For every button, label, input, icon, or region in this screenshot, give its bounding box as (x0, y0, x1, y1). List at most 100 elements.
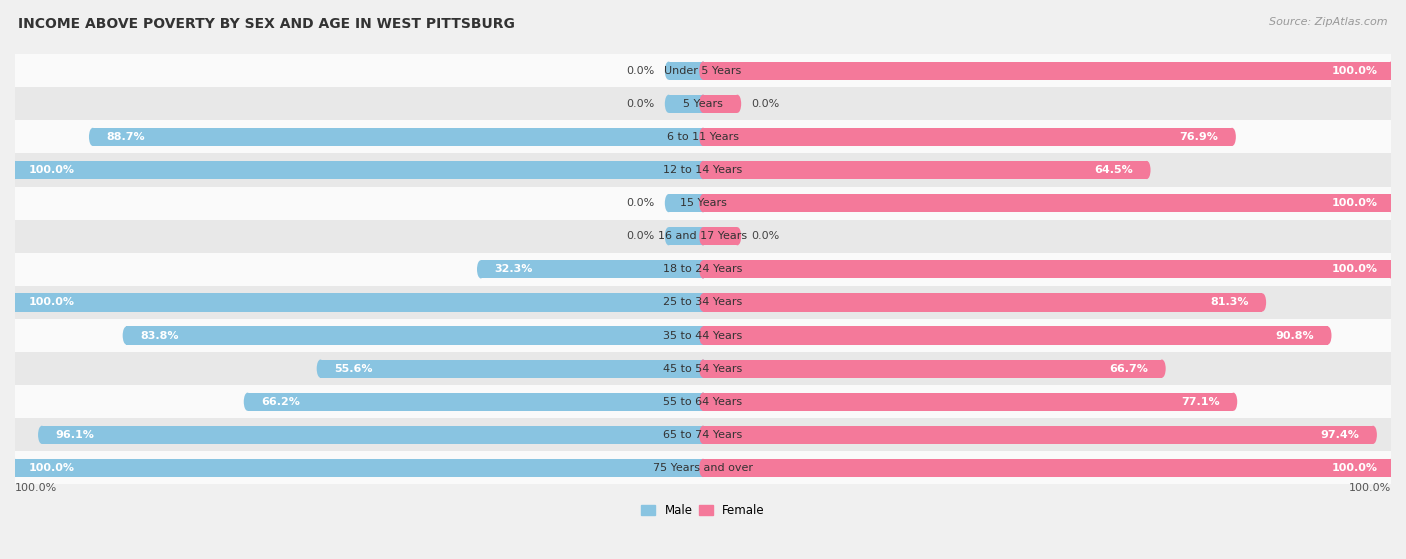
Circle shape (699, 61, 707, 80)
Circle shape (89, 128, 97, 146)
Circle shape (699, 326, 707, 345)
Circle shape (699, 459, 707, 477)
Text: 5 Years: 5 Years (683, 99, 723, 109)
Circle shape (1388, 194, 1395, 212)
Circle shape (699, 359, 707, 378)
Text: 100.0%: 100.0% (1331, 198, 1378, 208)
Text: 45 to 54 Years: 45 to 54 Years (664, 364, 742, 373)
Circle shape (699, 128, 707, 146)
Bar (15, 452, 1391, 485)
Circle shape (665, 194, 672, 212)
Circle shape (665, 61, 672, 80)
Circle shape (1159, 359, 1166, 378)
Bar (703, 194, 1391, 212)
Text: 66.7%: 66.7% (1109, 364, 1149, 373)
Circle shape (665, 227, 672, 245)
Bar (15, 161, 703, 179)
Circle shape (1388, 61, 1395, 80)
Text: 88.7%: 88.7% (107, 132, 145, 142)
Text: 0.0%: 0.0% (751, 99, 779, 109)
Circle shape (316, 359, 325, 378)
Bar (127, 326, 703, 345)
Bar (15, 352, 1391, 385)
Text: 100.0%: 100.0% (1331, 463, 1378, 473)
Text: 100.0%: 100.0% (1348, 484, 1391, 494)
Circle shape (1143, 161, 1150, 179)
Text: 100.0%: 100.0% (28, 297, 75, 307)
Circle shape (699, 260, 707, 278)
Circle shape (1388, 260, 1395, 278)
Bar (247, 392, 703, 411)
Circle shape (699, 293, 707, 311)
Circle shape (1258, 293, 1267, 311)
Circle shape (699, 426, 707, 444)
Text: 75 Years and over: 75 Years and over (652, 463, 754, 473)
Bar (703, 293, 1263, 311)
Text: 77.1%: 77.1% (1181, 397, 1219, 407)
Bar (42, 426, 703, 444)
Circle shape (699, 426, 707, 444)
Bar (703, 128, 1232, 146)
Bar (669, 194, 703, 212)
Circle shape (699, 161, 707, 179)
Text: 16 and 17 Years: 16 and 17 Years (658, 231, 748, 241)
Circle shape (665, 94, 672, 113)
Circle shape (699, 392, 707, 411)
Circle shape (699, 227, 707, 245)
Text: 0.0%: 0.0% (627, 66, 655, 75)
Circle shape (11, 459, 18, 477)
Circle shape (122, 326, 131, 345)
Bar (703, 94, 737, 113)
Bar (321, 359, 703, 378)
Circle shape (699, 161, 707, 179)
Text: 83.8%: 83.8% (141, 330, 179, 340)
Text: 15 Years: 15 Years (679, 198, 727, 208)
Circle shape (699, 194, 707, 212)
Text: 97.4%: 97.4% (1320, 430, 1360, 440)
Circle shape (699, 293, 707, 311)
Circle shape (699, 128, 707, 146)
Circle shape (734, 94, 741, 113)
Circle shape (1230, 392, 1237, 411)
Text: 25 to 34 Years: 25 to 34 Years (664, 297, 742, 307)
Text: 96.1%: 96.1% (56, 430, 94, 440)
Bar (15, 87, 1391, 120)
Circle shape (1324, 326, 1331, 345)
Bar (669, 94, 703, 113)
Text: 100.0%: 100.0% (28, 463, 75, 473)
Text: Under 5 Years: Under 5 Years (665, 66, 741, 75)
Circle shape (699, 194, 707, 212)
Bar (15, 418, 1391, 452)
Circle shape (699, 392, 707, 411)
Bar (703, 392, 1233, 411)
Text: 81.3%: 81.3% (1211, 297, 1249, 307)
Text: 0.0%: 0.0% (627, 198, 655, 208)
Circle shape (734, 227, 741, 245)
Text: 6 to 11 Years: 6 to 11 Years (666, 132, 740, 142)
Circle shape (1369, 426, 1376, 444)
Circle shape (699, 459, 707, 477)
Bar (15, 459, 703, 477)
Text: 0.0%: 0.0% (627, 99, 655, 109)
Legend: Male, Female: Male, Female (637, 499, 769, 522)
Text: 32.3%: 32.3% (495, 264, 533, 274)
Bar (703, 459, 1391, 477)
Circle shape (11, 161, 18, 179)
Bar (669, 61, 703, 80)
Bar (15, 54, 1391, 87)
Bar (703, 61, 1391, 80)
Text: 100.0%: 100.0% (15, 484, 58, 494)
Text: 12 to 14 Years: 12 to 14 Years (664, 165, 742, 175)
Circle shape (1229, 128, 1236, 146)
Bar (481, 260, 703, 278)
Bar (703, 161, 1147, 179)
Circle shape (699, 61, 707, 80)
Bar (703, 326, 1327, 345)
Bar (703, 426, 1374, 444)
Bar (15, 286, 1391, 319)
Text: Source: ZipAtlas.com: Source: ZipAtlas.com (1270, 17, 1388, 27)
Bar (15, 187, 1391, 220)
Text: 100.0%: 100.0% (28, 165, 75, 175)
Bar (703, 227, 737, 245)
Circle shape (699, 359, 707, 378)
